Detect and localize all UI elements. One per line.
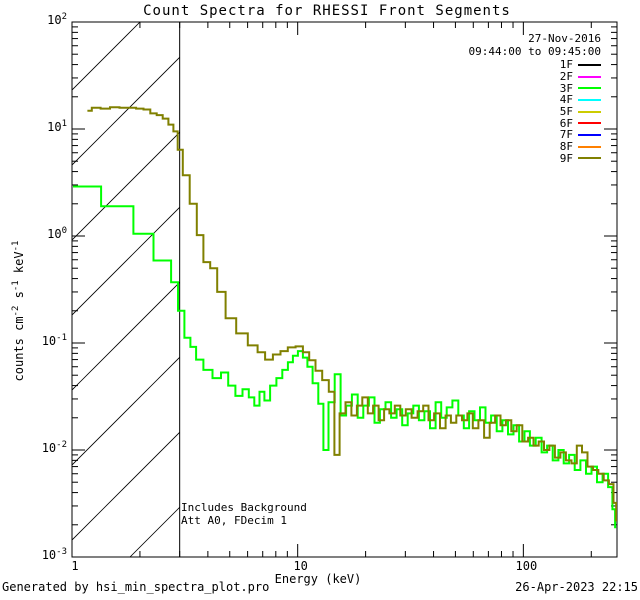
legend-color-swatch (578, 145, 601, 148)
legend-item-4f: 4F (559, 93, 601, 107)
axis-ticks (71, 21, 617, 558)
legend-label: 2F (559, 70, 573, 84)
legend-color-swatch (578, 87, 601, 90)
legend-item-9f: 9F (559, 151, 601, 165)
y-tick-label: 10-2 (41, 440, 67, 456)
observation-time-range: 09:44:00 to 09:45:00 (468, 45, 601, 58)
page-title: Count Spectra for RHESSI Front Segments (143, 3, 511, 19)
legend-item-1f: 1F (559, 58, 601, 72)
legend-label: 9F (559, 151, 573, 165)
legend-item-7f: 7F (559, 128, 601, 142)
legend-label: 1F (559, 58, 573, 72)
y-tick-label: 102 (47, 12, 67, 28)
y-tick-label: 100 (47, 226, 67, 242)
spectrum-curve-9f (87, 106, 617, 522)
attenuated-region-hatch (72, 22, 180, 557)
y-tick-label: 10-3 (41, 547, 67, 563)
x-tick-label: 1 (71, 559, 79, 573)
legend-color-swatch (578, 122, 601, 125)
legend-color-swatch (578, 98, 601, 101)
legend-color-swatch (578, 133, 601, 136)
legend-label: 7F (559, 128, 573, 142)
background-annotation-line2: Att A0, FDecim 1 (181, 513, 287, 527)
legend-item-6f: 6F (559, 116, 601, 130)
legend-item-8f: 8F (559, 140, 601, 154)
legend-label: 8F (559, 140, 573, 154)
legend-color-swatch (578, 110, 601, 113)
x-tick-label: 10 (293, 559, 308, 573)
generator-credit: Generated by hsi_min_spectra_plot.pro (2, 580, 270, 594)
axes-box (71, 21, 618, 558)
observation-date-line: 27-Nov-2016 (528, 32, 601, 45)
legend: 1F 2F 3F 4F 5F 6F 7F 8F 9F (559, 58, 601, 165)
legend-label: 5F (559, 105, 573, 119)
legend-label: 4F (559, 93, 573, 107)
spectrum-curve-3f (73, 185, 617, 529)
background-annotation-line1: Includes Background (181, 501, 307, 514)
legend-item-2f: 2F (559, 70, 601, 84)
legend-color-swatch (578, 157, 601, 160)
x-tick-label: 100 (515, 559, 538, 573)
y-tick-label: 10-1 (41, 333, 67, 349)
legend-label: 6F (559, 116, 573, 130)
legend-item-5f: 5F (559, 105, 601, 119)
legend-color-swatch (578, 63, 601, 66)
observation-date: 27-Nov-2016 09:44:00 to 09:45:00 (469, 32, 601, 58)
render-timestamp: 26-Apr-2023 22:15 (515, 580, 638, 594)
y-tick-label: 101 (47, 119, 67, 135)
background-annotation: Includes Background Att A0, FDecim 1 (181, 501, 307, 527)
legend-item-3f: 3F (559, 81, 601, 95)
x-axis-title: Energy (keV) (274, 572, 362, 586)
y-axis-title: counts cm-2 s-1 keV-1 (11, 240, 26, 382)
legend-color-swatch (578, 75, 601, 78)
legend-label: 3F (559, 81, 573, 95)
